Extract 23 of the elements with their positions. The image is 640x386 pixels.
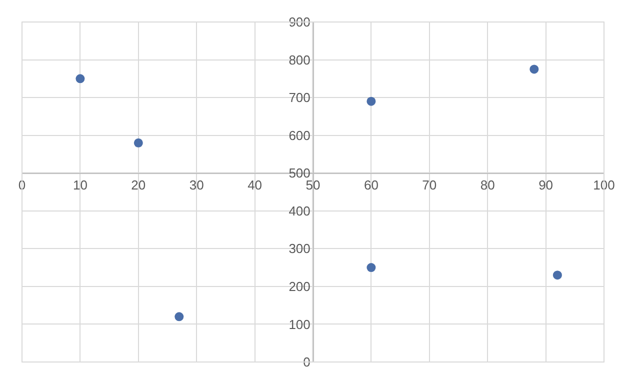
y-tick-label: 600 — [288, 128, 310, 143]
y-tick-label: 200 — [288, 278, 310, 294]
y-tick-label: 400 — [288, 203, 310, 218]
x-tick-label: 30 — [189, 178, 204, 193]
x-tick-label: 60 — [364, 178, 378, 193]
x-tick-label: 100 — [593, 178, 615, 193]
point — [552, 270, 562, 280]
x-tick-label: 10 — [72, 178, 88, 193]
point — [174, 312, 184, 322]
point — [530, 64, 539, 74]
point — [76, 74, 85, 84]
y-tick-label: 700 — [288, 90, 310, 106]
x-tick-label: 70 — [422, 178, 437, 193]
y-tick-label: 100 — [288, 316, 310, 332]
x-tick-label: 40 — [248, 178, 262, 193]
x-tick-label: 20 — [131, 178, 146, 193]
y-tick-label: 300 — [288, 241, 310, 256]
point — [134, 138, 143, 148]
y-tick-label: 800 — [288, 52, 310, 68]
x-tick-label: 90 — [538, 178, 554, 193]
x-tick-label: 80 — [480, 178, 495, 193]
point — [366, 96, 376, 106]
point — [366, 263, 376, 272]
